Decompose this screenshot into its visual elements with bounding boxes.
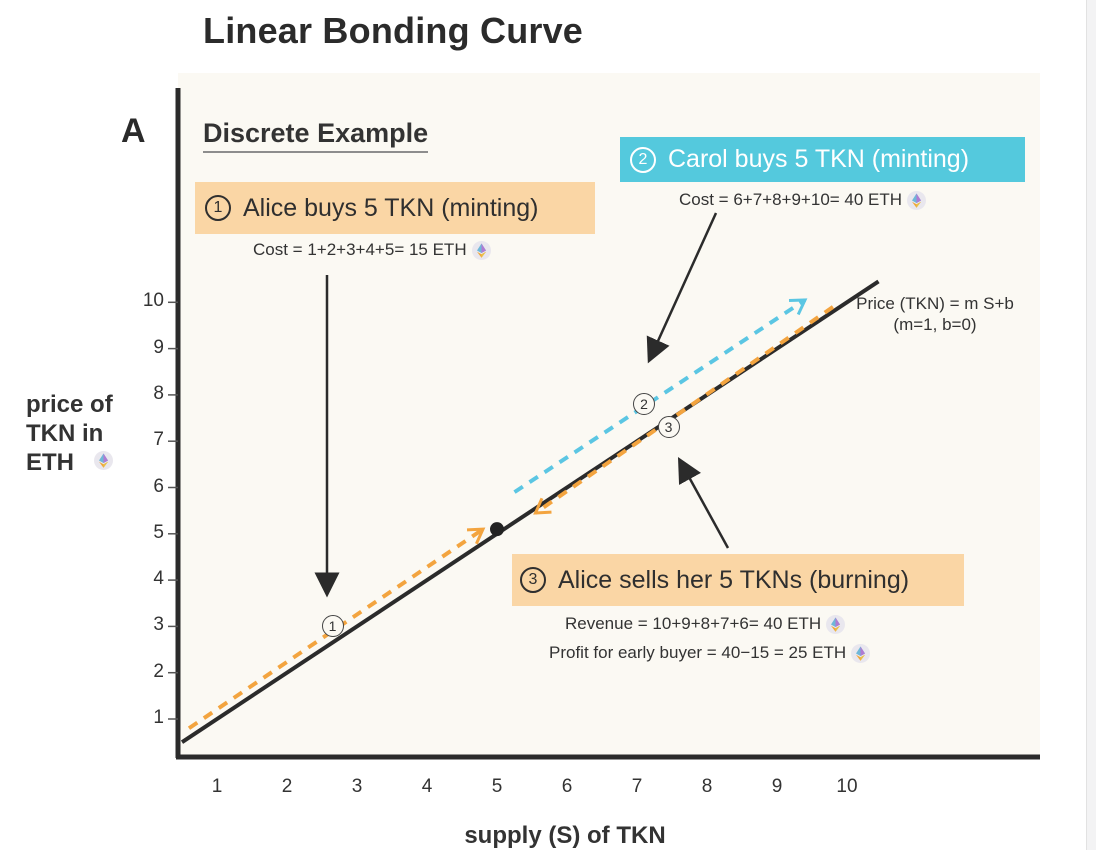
chart-subtitle: Discrete Example (203, 118, 429, 153)
carol-buy-pointer-arrow (646, 212, 718, 364)
dashed-series-3 (534, 305, 835, 515)
x-tick-label: 8 (701, 776, 713, 797)
x-tick-label: 3 (351, 776, 363, 797)
y-tick-label: 7 (153, 429, 164, 451)
supply-5-point (490, 522, 504, 537)
y-tick-label: 10 (142, 290, 164, 312)
price-formula-line1: Price (TKN) = m S+b (856, 294, 1014, 313)
step-marker-2: 2 (633, 393, 655, 416)
y-axis-label-text: price of TKN in ETH (26, 391, 113, 476)
alice-buy-callout: 1 Alice buys 5 TKN (minting) (195, 182, 595, 234)
y-tick-label: 3 (153, 614, 164, 636)
ethereum-icon (94, 451, 113, 470)
alice-sell-text: Alice sells her 5 TKNs (burning) (558, 565, 910, 594)
x-axis-label: supply (S) of TKN (464, 822, 666, 849)
alice-cost-note: Cost = 1+2+3+4+5= 15 ETH (253, 240, 491, 260)
scrollbar-track[interactable] (1086, 0, 1096, 850)
carol-cost-note: Cost = 6+7+8+9+10= 40 ETH (679, 190, 927, 210)
x-tick-label: 9 (771, 776, 783, 797)
step-marker-1: 1 (321, 615, 344, 638)
carol-buy-text: Carol buys 5 TKN (minting) (668, 145, 970, 173)
alice-sell-callout: 3 Alice sells her 5 TKNs (burning) (512, 554, 964, 606)
y-tick-label: 2 (153, 660, 164, 682)
y-tick-label: 1 (153, 707, 164, 728)
dashed-series-1 (187, 527, 485, 730)
x-tick-label: 5 (491, 776, 503, 797)
step-marker-3: 3 (657, 416, 680, 439)
x-tick-label: 4 (421, 776, 433, 797)
y-tick-label: 6 (153, 475, 164, 497)
y-axis-label: price of TKN in ETH (26, 390, 134, 477)
step-number-1: 1 (205, 195, 231, 221)
y-tick-label: 4 (153, 568, 164, 590)
profit-note: Profit for early buyer = 40−15 = 25 ETH (549, 643, 871, 663)
chart-title: Linear Bonding Curve (203, 10, 584, 51)
step-number-2: 2 (630, 146, 656, 173)
alice-cost-text: Cost = 1+2+3+4+5= 15 ETH (253, 240, 467, 259)
sell-revenue-text: Revenue = 10+9+8+7+6= 40 ETH (565, 614, 822, 633)
dashed-series-2 (513, 298, 807, 494)
profit-text: Profit for early buyer = 40−15 = 25 ETH (549, 643, 847, 662)
ethereum-icon (826, 614, 846, 634)
x-tick-label: 10 (836, 776, 858, 797)
price-formula: Price (TKN) = m S+b (m=1, b=0) (840, 293, 1030, 335)
panel-letter: A (121, 112, 146, 150)
x-tick-label: 1 (211, 776, 223, 797)
x-tick-label: 6 (561, 776, 573, 797)
ethereum-icon (907, 190, 927, 210)
price-formula-line2: (m=1, b=0) (893, 315, 977, 334)
step-number-3: 3 (520, 567, 546, 593)
y-tick-label: 8 (153, 382, 164, 404)
y-tick-label: 9 (153, 336, 164, 358)
x-tick-label: 2 (281, 776, 293, 797)
x-tick-label: 7 (631, 776, 643, 797)
sell-revenue-note: Revenue = 10+9+8+7+6= 40 ETH (565, 614, 846, 634)
alice-sell-pointer-arrow (677, 457, 730, 549)
carol-buy-callout: 2 Carol buys 5 TKN (minting) (620, 137, 1025, 182)
y-tick-label: 5 (153, 521, 164, 543)
carol-cost-text: Cost = 6+7+8+9+10= 40 ETH (679, 190, 903, 209)
dashed-series-arrowhead (533, 497, 552, 515)
bonding-curve-line (180, 279, 880, 744)
dashed-series-arrowhead (788, 298, 808, 316)
dashed-series-arrowhead (466, 527, 486, 545)
ethereum-icon (851, 643, 871, 663)
ethereum-icon (471, 240, 491, 260)
alice-buy-text: Alice buys 5 TKN (minting) (243, 193, 539, 222)
